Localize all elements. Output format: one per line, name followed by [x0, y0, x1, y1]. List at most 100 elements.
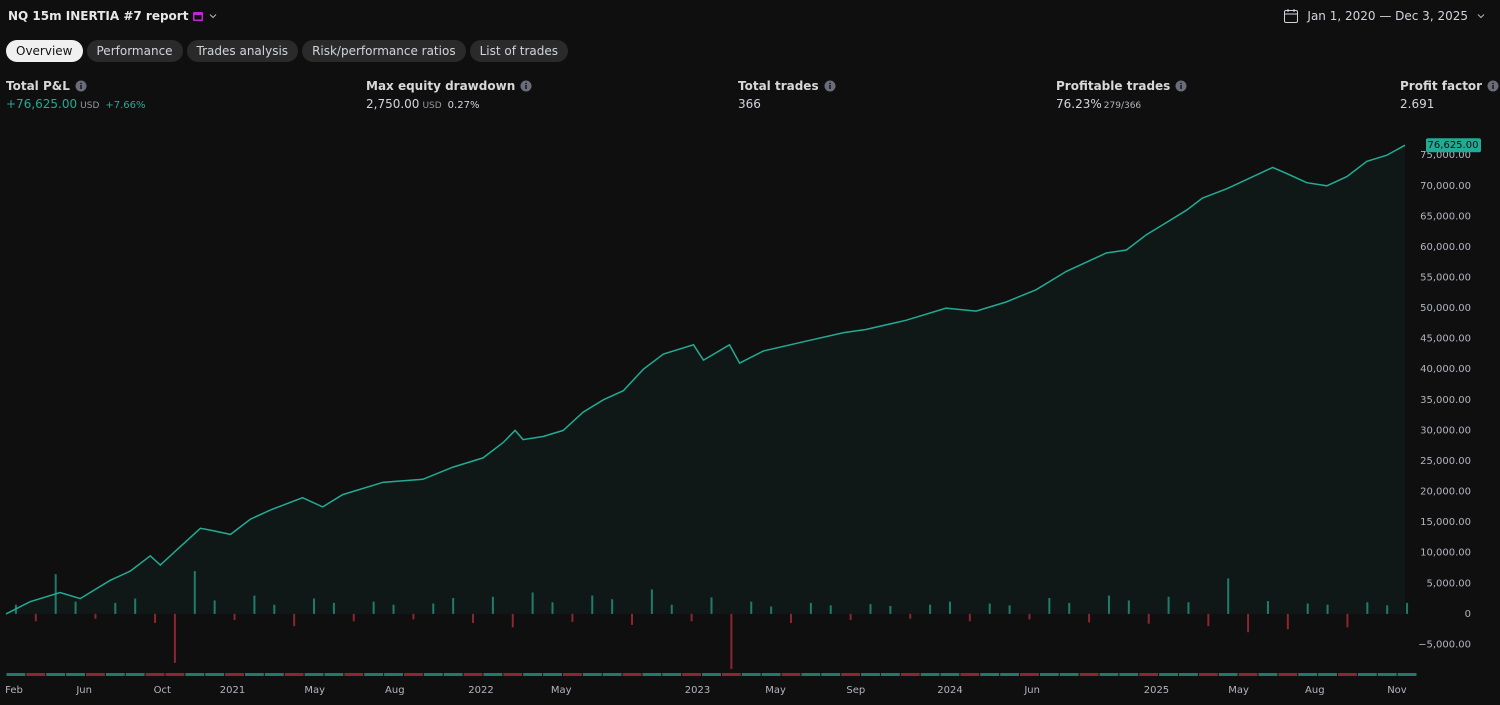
report-title-bar[interactable]: NQ 15m INERTIA #7 report — [8, 9, 218, 23]
y-tick-label: 40,000.00 — [1420, 364, 1471, 375]
trade-bar — [829, 605, 832, 614]
y-tick-label: 30,000.00 — [1420, 425, 1471, 436]
trade-bar — [332, 602, 335, 614]
metric-value-row: 76.23% 279/366 — [1056, 97, 1187, 111]
x-tick-label: Aug — [385, 685, 405, 696]
x-tick-label: Jun — [1023, 685, 1040, 696]
y-tick-label: −5,000.00 — [1418, 639, 1471, 650]
metric-value: 2.691 — [1400, 97, 1435, 111]
y-tick-label: 55,000.00 — [1420, 273, 1471, 284]
metric: Max equity drawdown 2,750.00 USD 0.27% — [366, 79, 532, 111]
y-tick-label: 75,000.00 — [1420, 150, 1471, 161]
trade-bar — [650, 589, 653, 614]
trade-strip — [225, 673, 244, 676]
metric-unit: USD — [80, 101, 100, 111]
metric-extra: 279/366 — [1103, 101, 1142, 111]
y-tick-label: 65,000.00 — [1420, 211, 1471, 222]
trade-strip — [443, 673, 463, 676]
calendar-badge — [193, 12, 204, 21]
trade-strip — [741, 673, 761, 676]
info-icon[interactable] — [75, 80, 87, 92]
trade-bar — [233, 613, 236, 621]
trade-bar — [1366, 602, 1369, 614]
trade-strip — [721, 673, 741, 676]
trade-bar — [730, 613, 733, 669]
trade-strip — [702, 673, 721, 676]
trade-bar — [631, 613, 634, 625]
trade-strip — [483, 673, 503, 676]
trade-strip — [642, 673, 662, 676]
x-tick-label: Nov — [1387, 685, 1407, 696]
trade-bar — [988, 603, 991, 614]
trade-bar — [1227, 578, 1230, 614]
x-tick-label: 2023 — [685, 685, 710, 696]
info-icon[interactable] — [520, 80, 532, 92]
trade-strip — [145, 673, 165, 676]
trade-strip — [523, 673, 543, 676]
trade-strip — [463, 673, 483, 676]
date-range-picker[interactable]: Jan 1, 2020 — Dec 3, 2025 — [1283, 8, 1486, 24]
tab[interactable]: Overview — [6, 40, 83, 62]
trade-strip — [364, 673, 384, 676]
tab[interactable]: Trades analysis — [186, 40, 299, 62]
trade-bar — [1386, 605, 1389, 614]
y-tick-label: 70,000.00 — [1420, 181, 1471, 192]
trade-strip — [1039, 673, 1059, 676]
trade-bar — [591, 595, 594, 614]
trade-bar — [313, 598, 316, 614]
trade-bar — [452, 597, 455, 614]
date-range: Jan 1, 2020 — Dec 3, 2025 — [1307, 9, 1468, 23]
metric-label-row: Total P&L — [6, 79, 146, 93]
trade-strip — [1218, 673, 1238, 676]
trade-strip — [205, 673, 225, 676]
info-icon[interactable] — [1175, 80, 1187, 92]
trade-bar — [114, 602, 117, 614]
trade-bar — [770, 606, 773, 614]
trade-bar — [392, 604, 395, 614]
info-icon[interactable] — [824, 80, 836, 92]
trade-strip — [861, 673, 880, 676]
tab[interactable]: Risk/performance ratios — [302, 40, 466, 62]
trade-bar — [869, 604, 872, 614]
trade-bar — [968, 613, 971, 622]
trade-strip — [384, 673, 403, 676]
trade-bar — [889, 605, 892, 614]
y-tick-label: 35,000.00 — [1420, 395, 1471, 406]
trade-bar — [531, 592, 534, 614]
y-tick-label: 25,000.00 — [1420, 456, 1471, 467]
trade-bar — [253, 595, 256, 614]
equity-line — [5, 144, 1406, 615]
tab[interactable]: List of trades — [469, 40, 568, 62]
trade-bar — [789, 613, 792, 624]
info-icon[interactable] — [1487, 80, 1499, 92]
tab[interactable]: Performance — [86, 40, 183, 62]
trade-strip — [6, 673, 26, 676]
trade-strip — [980, 673, 1000, 676]
trade-strip — [940, 673, 960, 676]
x-tick-label: May — [304, 685, 325, 696]
y-tick-label: 10,000.00 — [1420, 548, 1471, 559]
metric-label-row: Max equity drawdown — [366, 79, 532, 93]
trade-bar — [710, 597, 713, 614]
trade-bar — [273, 604, 276, 614]
trade-bar — [1028, 613, 1031, 620]
trade-bar — [1107, 595, 1110, 614]
trade-bar — [1406, 602, 1409, 614]
metric-extra: +7.66% — [105, 100, 146, 111]
trade-strip — [324, 673, 344, 676]
trade-bar — [293, 613, 296, 627]
trade-bar — [1048, 597, 1051, 614]
calendar-icon — [1284, 9, 1299, 23]
report-title: NQ 15m INERTIA #7 report — [8, 9, 189, 23]
y-tick-label: 50,000.00 — [1420, 303, 1471, 314]
trade-strip — [344, 673, 364, 676]
metric-extra: 0.27% — [447, 100, 480, 111]
metric-label: Total P&L — [6, 79, 70, 93]
trade-strip — [185, 673, 205, 676]
trade-strip — [165, 673, 185, 676]
trade-bar — [1207, 613, 1210, 627]
x-tick-label: Sep — [846, 685, 865, 696]
trade-bar — [432, 603, 435, 614]
metric: Total trades 366 — [738, 79, 836, 111]
y-tick-label: 45,000.00 — [1420, 334, 1471, 345]
